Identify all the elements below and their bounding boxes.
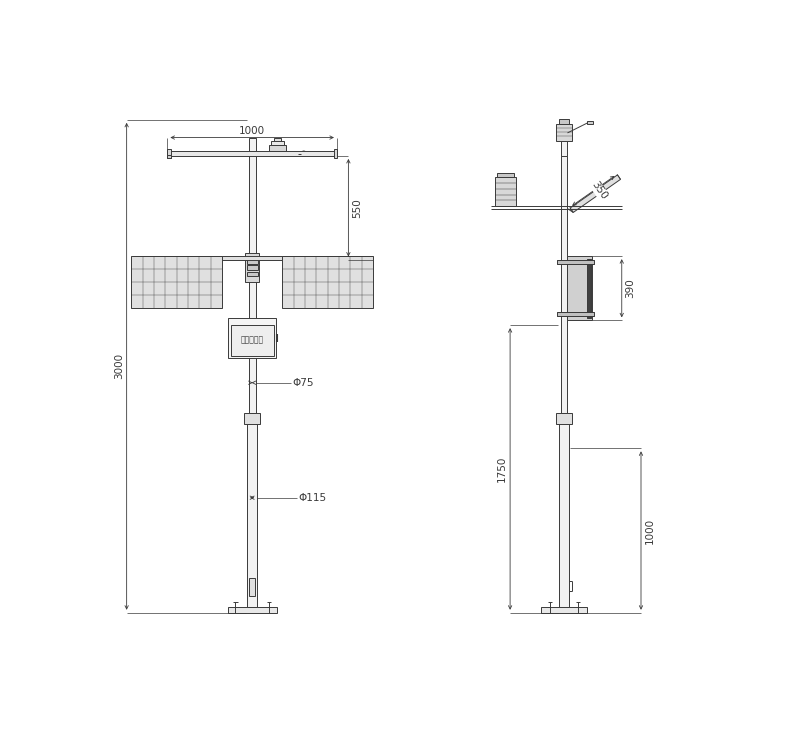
Bar bbox=[558, 260, 594, 264]
Text: 3000: 3000 bbox=[114, 353, 124, 379]
Text: 1000: 1000 bbox=[239, 127, 266, 136]
Text: Φ115: Φ115 bbox=[298, 492, 326, 503]
Bar bbox=[558, 312, 594, 316]
Bar bbox=[271, 141, 284, 145]
Bar bbox=[245, 413, 260, 424]
Bar bbox=[247, 424, 257, 606]
Bar bbox=[556, 413, 572, 424]
Text: 1000: 1000 bbox=[645, 517, 654, 544]
Bar bbox=[228, 318, 276, 358]
Bar bbox=[269, 145, 286, 152]
Bar bbox=[249, 138, 256, 152]
Bar bbox=[246, 253, 259, 283]
Bar bbox=[167, 155, 171, 158]
Text: 550: 550 bbox=[353, 198, 362, 218]
Bar bbox=[541, 606, 587, 612]
Text: 390: 390 bbox=[626, 278, 635, 298]
Bar bbox=[133, 255, 371, 260]
Text: Φ75: Φ75 bbox=[292, 378, 314, 388]
Polygon shape bbox=[570, 175, 621, 213]
Bar bbox=[246, 272, 258, 276]
Text: 1750: 1750 bbox=[497, 456, 506, 482]
Bar bbox=[227, 606, 277, 612]
Bar bbox=[274, 138, 282, 141]
Bar bbox=[249, 156, 256, 413]
Bar bbox=[561, 141, 567, 156]
Bar bbox=[246, 259, 258, 264]
Bar bbox=[167, 152, 337, 156]
Bar bbox=[586, 121, 593, 124]
Text: 环境监测站: 环境监测站 bbox=[241, 336, 264, 344]
Bar bbox=[567, 256, 592, 320]
Text: 350: 350 bbox=[590, 180, 610, 202]
Bar bbox=[556, 124, 572, 141]
Bar bbox=[494, 177, 516, 206]
Bar bbox=[497, 173, 514, 177]
Bar bbox=[558, 119, 570, 124]
Bar bbox=[230, 325, 274, 355]
Bar bbox=[131, 255, 222, 308]
Bar bbox=[587, 258, 591, 318]
Bar bbox=[246, 266, 258, 270]
Bar bbox=[282, 255, 373, 308]
Bar bbox=[249, 578, 255, 596]
Bar bbox=[559, 424, 569, 606]
Bar bbox=[167, 149, 170, 158]
Bar bbox=[334, 149, 337, 158]
Bar bbox=[561, 156, 567, 413]
